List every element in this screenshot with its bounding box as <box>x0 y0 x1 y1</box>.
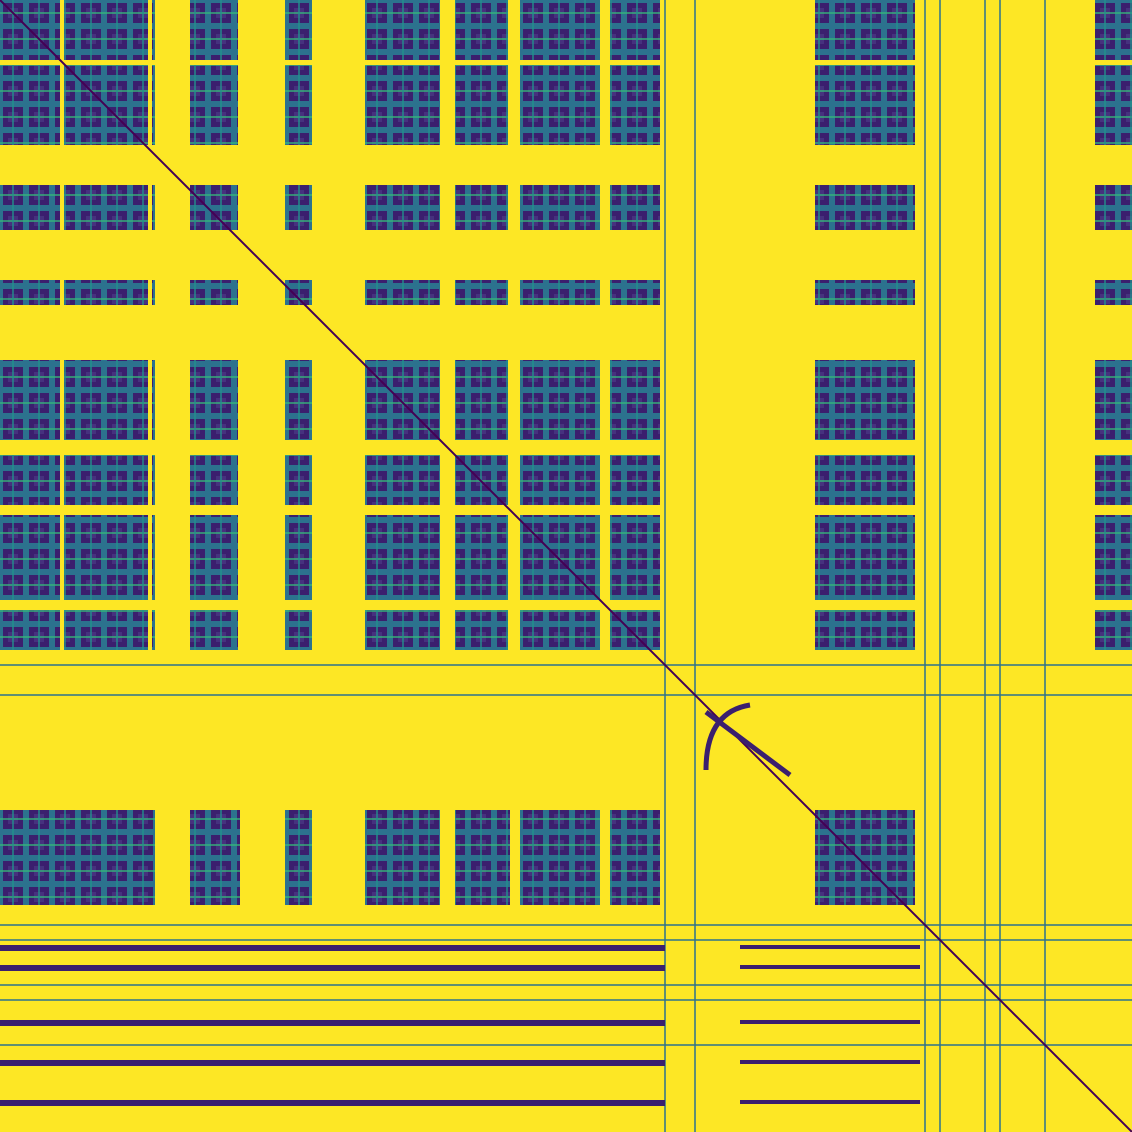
block <box>610 810 660 905</box>
block <box>365 455 440 505</box>
block <box>0 360 155 440</box>
block <box>285 810 312 905</box>
block <box>1095 610 1132 650</box>
block <box>365 810 440 905</box>
block <box>1095 0 1132 60</box>
stripe <box>0 1020 665 1026</box>
block <box>190 65 240 145</box>
block <box>455 65 510 145</box>
block <box>365 185 440 230</box>
block <box>815 455 915 505</box>
stripe <box>740 965 920 969</box>
block <box>815 360 915 440</box>
block <box>520 360 600 440</box>
block <box>455 0 510 60</box>
block <box>285 360 312 440</box>
block <box>0 0 155 60</box>
stripe <box>740 1060 920 1064</box>
block <box>365 65 440 145</box>
block <box>455 185 510 230</box>
block <box>1095 65 1132 145</box>
block <box>815 0 915 60</box>
block <box>190 280 240 305</box>
block <box>815 185 915 230</box>
block <box>365 280 440 305</box>
block <box>0 455 155 505</box>
block <box>1095 280 1132 305</box>
block <box>0 515 155 600</box>
blocks <box>0 0 1132 905</box>
block <box>365 610 440 650</box>
block <box>0 610 155 650</box>
block <box>285 455 312 505</box>
diagonal-feature <box>703 702 792 777</box>
block <box>815 515 915 600</box>
block <box>190 360 240 440</box>
block <box>610 65 660 145</box>
block <box>1095 185 1132 230</box>
block <box>285 280 312 305</box>
stripe <box>0 945 665 951</box>
block <box>190 610 240 650</box>
block <box>455 280 510 305</box>
block <box>190 455 240 505</box>
block <box>190 515 240 600</box>
block <box>610 280 660 305</box>
block <box>285 185 312 230</box>
block <box>610 515 660 600</box>
block <box>1095 360 1132 440</box>
block <box>190 185 240 230</box>
block <box>610 360 660 440</box>
block <box>285 65 312 145</box>
block <box>610 185 660 230</box>
block <box>520 185 600 230</box>
block <box>285 610 312 650</box>
block <box>365 515 440 600</box>
stripe <box>0 1100 665 1106</box>
block <box>455 515 510 600</box>
block <box>285 515 312 600</box>
block <box>0 280 155 305</box>
block <box>455 360 510 440</box>
block <box>365 0 440 60</box>
block <box>190 0 240 60</box>
block <box>520 610 600 650</box>
block <box>815 65 915 145</box>
stripe <box>740 945 920 949</box>
stripe <box>740 1020 920 1024</box>
stripe <box>0 965 665 971</box>
block <box>815 610 915 650</box>
block <box>0 185 155 230</box>
stripe <box>0 1060 665 1066</box>
block <box>0 810 155 905</box>
block <box>1095 515 1132 600</box>
block <box>285 0 312 60</box>
block <box>610 455 660 505</box>
block <box>815 810 915 905</box>
block <box>610 0 660 60</box>
block <box>455 810 510 905</box>
stripe <box>740 1100 920 1104</box>
block <box>520 65 600 145</box>
block <box>455 610 510 650</box>
block <box>520 280 600 305</box>
block <box>190 810 240 905</box>
block <box>520 810 600 905</box>
block <box>520 455 600 505</box>
block <box>1095 455 1132 505</box>
block <box>520 0 600 60</box>
block <box>815 280 915 305</box>
block <box>610 610 660 650</box>
